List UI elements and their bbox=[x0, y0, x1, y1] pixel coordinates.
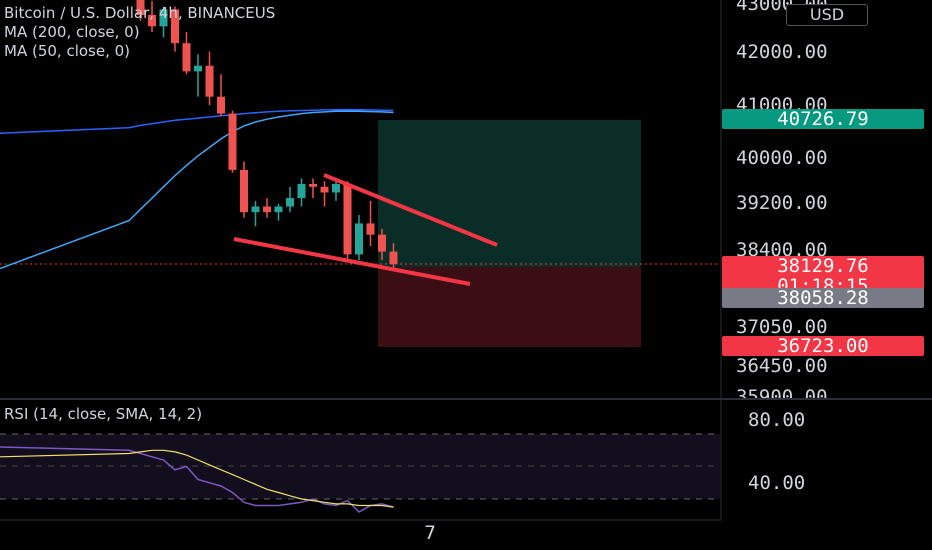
candle-body bbox=[194, 65, 202, 72]
candle-body bbox=[378, 234, 386, 252]
candle[interactable] bbox=[182, 31, 191, 75]
candle-body bbox=[389, 251, 398, 264]
candle-body bbox=[332, 183, 340, 193]
candle-body bbox=[343, 183, 352, 255]
candle[interactable] bbox=[355, 214, 363, 261]
loss-zone[interactable] bbox=[378, 267, 641, 347]
target-price-tag: 40726.79 bbox=[722, 109, 924, 129]
candle[interactable] bbox=[263, 198, 271, 218]
moving-averages bbox=[0, 108, 394, 270]
rsi-sma-line[interactable] bbox=[0, 449, 394, 508]
candle-body bbox=[159, 9, 168, 27]
candle[interactable] bbox=[366, 200, 375, 246]
position-zones bbox=[378, 120, 641, 347]
rsi-lines bbox=[0, 446, 394, 513]
ma200-legend[interactable]: MA (200, close, 0) bbox=[4, 23, 140, 41]
candle[interactable] bbox=[389, 243, 398, 272]
candle[interactable] bbox=[309, 178, 317, 199]
profit-zone[interactable] bbox=[378, 120, 641, 267]
candle[interactable] bbox=[240, 161, 248, 218]
candle-body bbox=[217, 96, 225, 114]
candle-body bbox=[355, 223, 363, 255]
candle-body bbox=[148, 15, 156, 27]
price-axis-label: 35900.00 bbox=[736, 386, 828, 398]
candle-body bbox=[136, 0, 145, 16]
price-axis-label: 40000.00 bbox=[736, 147, 828, 169]
candle[interactable] bbox=[217, 74, 225, 117]
candle-body bbox=[205, 65, 214, 97]
candle-body bbox=[251, 206, 260, 213]
candle-body bbox=[366, 223, 375, 235]
rsi-axis-label: 80.00 bbox=[748, 409, 806, 431]
rsi-line[interactable] bbox=[0, 446, 394, 513]
candle[interactable] bbox=[297, 178, 306, 207]
current-price-value: 38129.76 bbox=[777, 255, 869, 277]
price-axis-label: 42000.00 bbox=[736, 41, 828, 63]
wedge-pattern[interactable] bbox=[233, 173, 498, 286]
candle[interactable] bbox=[171, 6, 179, 52]
candle-body bbox=[320, 186, 329, 193]
candle[interactable] bbox=[205, 51, 214, 106]
entry-price-tag: 38058.28 bbox=[722, 288, 924, 308]
candle-body bbox=[274, 206, 283, 213]
candle-body bbox=[240, 169, 248, 213]
candle[interactable] bbox=[159, 6, 168, 38]
price-axis-label: 39200.00 bbox=[736, 192, 828, 214]
candle-body bbox=[228, 113, 237, 170]
currency-selector[interactable]: USD bbox=[786, 4, 868, 26]
candle-body bbox=[263, 206, 271, 213]
candle[interactable] bbox=[320, 181, 329, 207]
candle[interactable] bbox=[194, 54, 202, 97]
price-axis-label: 38400.00 bbox=[736, 239, 828, 261]
ma200-line[interactable] bbox=[0, 108, 394, 135]
candle[interactable] bbox=[274, 203, 283, 221]
rsi-axis-label: 40.00 bbox=[748, 472, 806, 494]
candle-body bbox=[309, 183, 317, 187]
candle[interactable] bbox=[148, 0, 156, 32]
price-axis-label: 37050.00 bbox=[736, 316, 828, 338]
symbol-legend[interactable]: Bitcoin / U.S. Dollar, 4h, BINANCEUS bbox=[4, 4, 276, 22]
candle[interactable] bbox=[286, 186, 294, 213]
stop-price-tag: 36723.00 bbox=[722, 336, 924, 356]
candle[interactable] bbox=[343, 181, 352, 261]
candle[interactable] bbox=[378, 229, 386, 261]
wedge-upper-line[interactable] bbox=[323, 173, 498, 247]
ma50-line[interactable] bbox=[0, 110, 394, 270]
candle[interactable] bbox=[136, 0, 145, 21]
candle[interactable] bbox=[251, 200, 260, 227]
candle-body bbox=[297, 183, 306, 199]
candle-body bbox=[171, 9, 179, 44]
wedge-lower-line[interactable] bbox=[233, 237, 471, 286]
candle-body bbox=[182, 43, 191, 72]
candle[interactable] bbox=[228, 110, 237, 173]
candle-body bbox=[286, 198, 294, 207]
price-axis-label: 36450.00 bbox=[736, 355, 828, 377]
rsi-legend[interactable]: RSI (14, close, SMA, 14, 2) bbox=[4, 405, 203, 423]
candle[interactable] bbox=[332, 181, 340, 201]
ma50-legend[interactable]: MA (50, close, 0) bbox=[4, 42, 131, 60]
time-axis-label[interactable]: 7 bbox=[424, 522, 437, 544]
candles bbox=[136, 0, 398, 272]
